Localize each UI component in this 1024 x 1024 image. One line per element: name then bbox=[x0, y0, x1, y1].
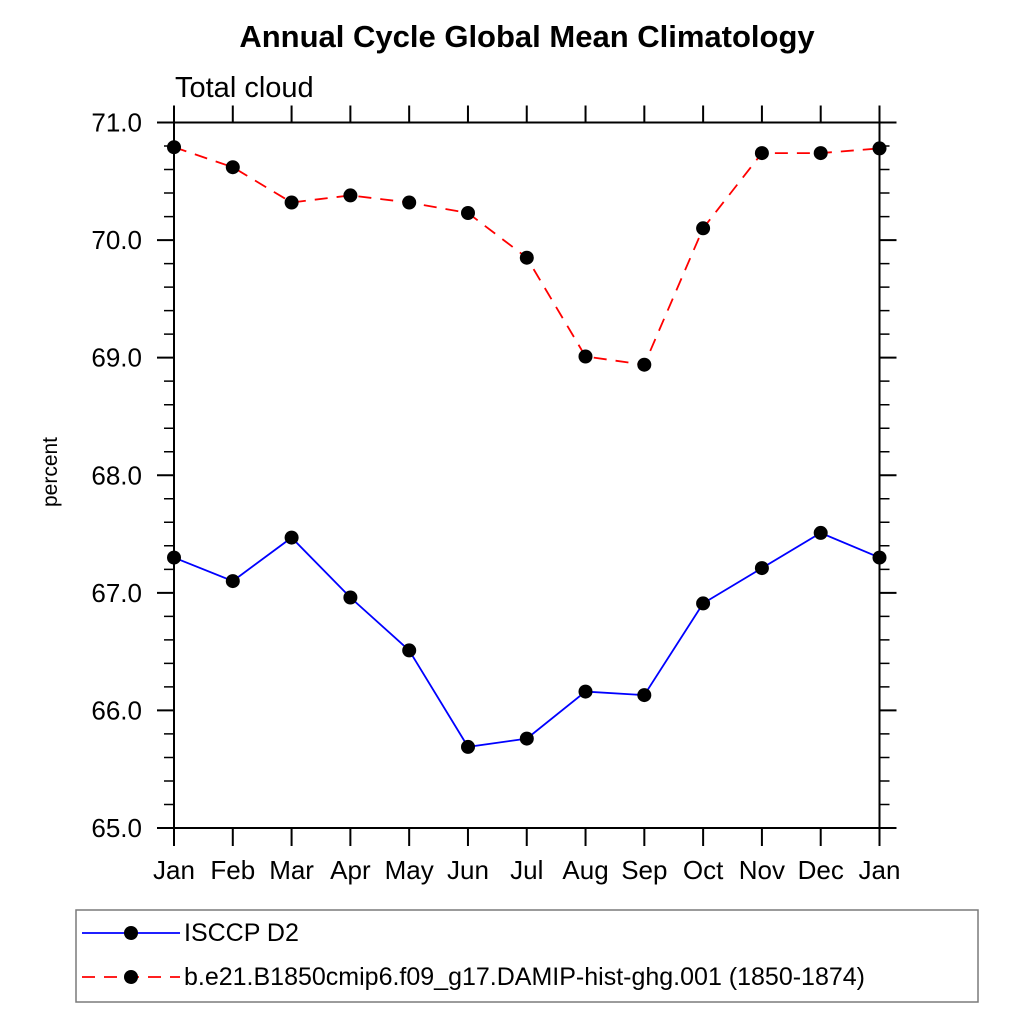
chart-subtitle: Total cloud bbox=[175, 72, 314, 104]
x-tick-label: Apr bbox=[330, 855, 371, 885]
x-tick-label: Aug bbox=[562, 855, 608, 885]
x-tick-label: Nov bbox=[739, 855, 785, 885]
y-minor-ticks bbox=[164, 145, 890, 806]
x-tick-label: Dec bbox=[798, 855, 844, 885]
data-point bbox=[519, 250, 534, 265]
data-point bbox=[754, 561, 769, 576]
x-tick-label: May bbox=[385, 855, 434, 885]
legend: ISCCP D2 b.e21.B1850cmip6.f09_g17.DAMIP-h… bbox=[75, 909, 979, 1003]
data-point bbox=[402, 195, 417, 210]
x-tick-label: Jan bbox=[859, 855, 901, 885]
data-point bbox=[578, 349, 593, 364]
legend-marker bbox=[124, 926, 138, 940]
x-tick-label: Jan bbox=[153, 855, 195, 885]
y-tick-label: 68.0 bbox=[91, 460, 142, 490]
legend-box bbox=[75, 909, 979, 1003]
data-point bbox=[402, 643, 417, 658]
data-point bbox=[696, 596, 711, 611]
series-line-0 bbox=[173, 531, 880, 748]
data-point bbox=[813, 146, 828, 161]
y-tick-label: 71.0 bbox=[91, 108, 142, 138]
y-major-ticks bbox=[157, 121, 897, 829]
data-point bbox=[696, 221, 711, 236]
data-point bbox=[637, 688, 652, 703]
data-point bbox=[578, 684, 593, 699]
chart-title: Annual Cycle Global Mean Climatology bbox=[239, 19, 815, 54]
legend-label-0: ISCCP D2 bbox=[184, 919, 299, 947]
y-tick-label: 65.0 bbox=[91, 813, 142, 843]
month-ticks bbox=[173, 105, 881, 846]
data-point bbox=[461, 206, 475, 220]
data-point bbox=[225, 160, 240, 175]
x-tick-label: Mar bbox=[269, 855, 314, 885]
plot-area: 65.0 66.0 67.0 68.0 69.0 70.0 71.0 Jan Feb Mar Apr… bbox=[91, 105, 901, 885]
data-point bbox=[813, 525, 828, 540]
data-point bbox=[461, 739, 475, 754]
x-tick-label: Jul bbox=[510, 855, 543, 885]
data-point bbox=[519, 731, 534, 746]
legend-label-1: b.e21.B1850cmip6.f09_g17.DAMIP-hist-ghg.… bbox=[184, 963, 865, 991]
data-point bbox=[284, 530, 299, 545]
data-point bbox=[284, 195, 299, 210]
legend-marker bbox=[124, 970, 138, 984]
data-point bbox=[343, 188, 358, 203]
data-point bbox=[225, 574, 240, 589]
y-tick-label: 70.0 bbox=[91, 225, 142, 255]
data-point bbox=[754, 146, 769, 161]
x-tick-label: Feb bbox=[210, 855, 255, 885]
y-tick-label: 66.0 bbox=[91, 695, 142, 725]
y-tick-label: 69.0 bbox=[91, 343, 142, 373]
data-point bbox=[637, 357, 652, 372]
y-tick-label: 67.0 bbox=[91, 578, 142, 608]
x-tick-label: Sep bbox=[621, 855, 667, 885]
plot-frame bbox=[173, 121, 881, 829]
x-tick-label: Jun bbox=[447, 855, 489, 885]
x-tick-label: Oct bbox=[683, 855, 724, 885]
y-axis-label: percent bbox=[39, 437, 62, 507]
data-point bbox=[343, 590, 358, 605]
